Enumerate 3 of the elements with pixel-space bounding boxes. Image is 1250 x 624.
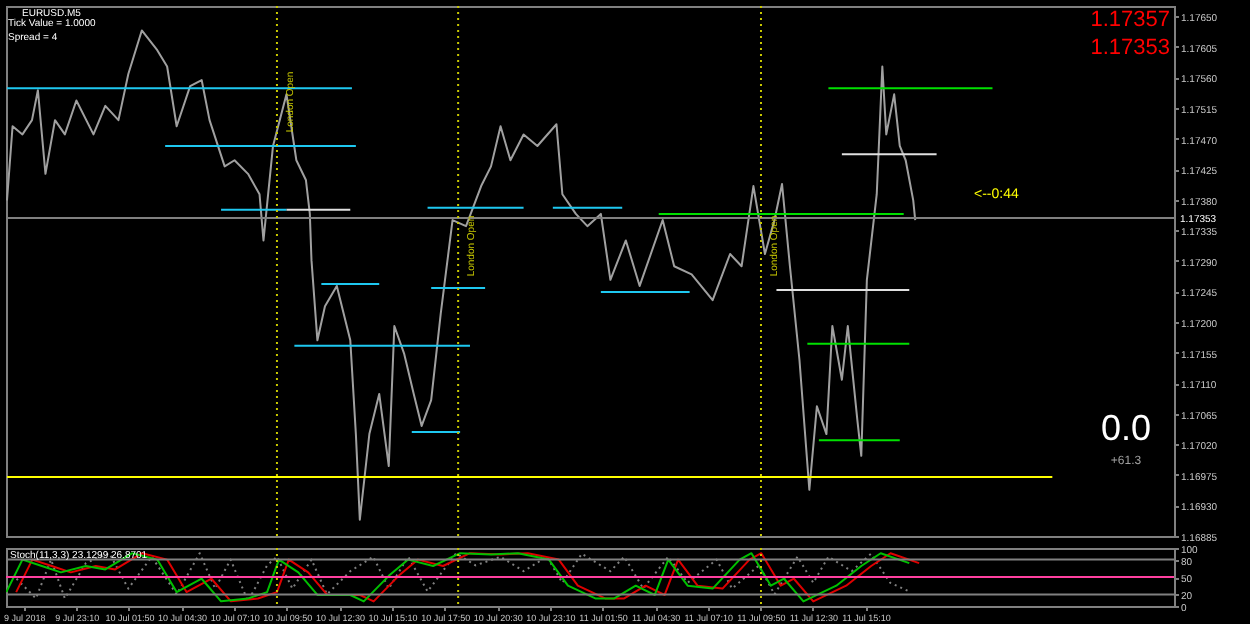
annotation: 0.0 bbox=[1100, 408, 1152, 448]
annotation: 1.17353 bbox=[1090, 36, 1170, 60]
annotation: 1.17357 bbox=[1090, 8, 1170, 32]
